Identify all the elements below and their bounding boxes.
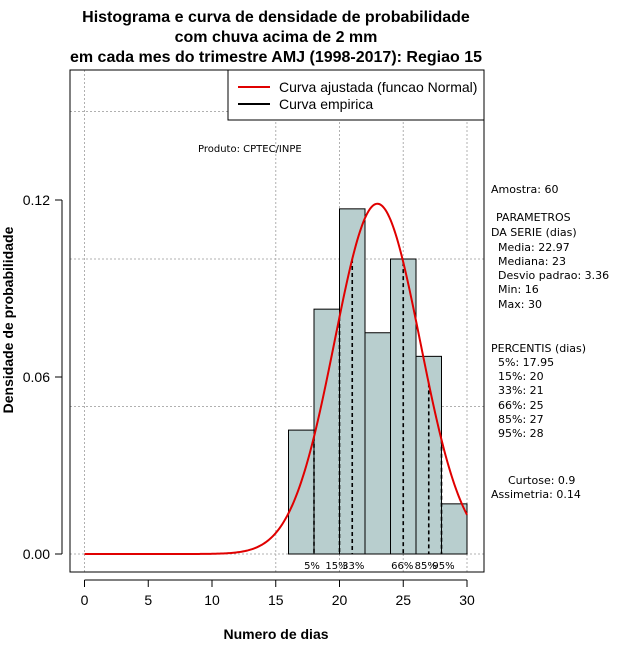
percentile-label-1: 15% [325,561,347,572]
normal-curve [84,202,468,555]
stats-panel: Amostra: 60 PARAMETROS DA SERIE (dias) M… [491,183,609,501]
p95-text: 95%: 28 [498,427,544,440]
max-text: Max: 30 [498,298,542,311]
y-tick-label-2: 0.12 [23,192,50,208]
y-tick-label-0: 0.00 [23,546,50,562]
legend-box [227,69,485,121]
p33-text: 33%: 21 [498,384,544,397]
y-tick-label-1: 0.06 [23,369,50,385]
produto-label: Produto: CPTEC/INPE [198,144,302,155]
percentile-lines-layer: 5% 15%33% 66% 85%95% [304,259,455,572]
curve-layer [84,202,468,555]
chart-title-line-3: em cada mes do trimestre AMJ (1998-2017)… [70,49,482,66]
x-tick-label-5: 25 [395,592,411,608]
x-tick-label-6: 30 [459,592,475,608]
p15-text: 15%: 20 [498,370,544,383]
percentile-label-5: 95% [432,561,454,572]
parametros-title-2: DA SERIE (dias) [491,226,577,239]
percentile-label-2: 33% [342,561,364,572]
x-tick-label-1: 5 [144,592,152,608]
p5-text: 5%: 17.95 [498,356,554,369]
min-text: Min: 16 [498,283,539,296]
p66-text: 66%: 25 [498,399,544,412]
bars-layer [288,208,468,555]
percentile-label-4: 85% [415,561,437,572]
amostra-text: Amostra: 60 [491,183,558,196]
x-tick-label-2: 10 [204,592,220,608]
histogram-bar-6 [441,503,468,555]
mediana-text: Mediana: 23 [498,255,566,268]
axes-layer: 0 5 10 15 20 25 30 0.00 0.06 0.12 [23,192,475,608]
x-tick-label-3: 15 [268,592,284,608]
y-axis-label: Densidade de probabilidade [0,226,16,413]
p85-text: 85%: 27 [498,413,544,426]
percentile-label-0: 5% [304,561,320,572]
chart-title-line-1: Histograma e curva de densidade de proba… [82,9,470,26]
x-axis-label: Numero de dias [223,626,328,642]
percentile-label-3: 66% [391,561,413,572]
legend: Curva ajustada (funcao Normal) Curva emp… [227,69,485,121]
histogram-bar-3 [364,332,391,555]
x-tick-label-4: 20 [332,592,348,608]
desvio-text: Desvio padrao: 3.36 [498,269,609,282]
percentis-title: PERCENTIS (dias) [491,342,586,355]
assimetria-text: Assimetria: 0.14 [491,488,581,501]
media-text: Media: 22.97 [498,241,570,254]
x-tick-label-0: 0 [81,592,89,608]
parametros-title-1: PARAMETROS [496,211,571,224]
chart-title-line-2: com chuva acima de 2 mm [175,29,378,46]
histogram-bar-1 [313,308,340,555]
legend-empirical-label: Curva empirica [279,96,373,112]
curtose-text: Curtose: 0.9 [508,474,575,487]
legend-normal-label: Curva ajustada (funcao Normal) [279,79,477,95]
